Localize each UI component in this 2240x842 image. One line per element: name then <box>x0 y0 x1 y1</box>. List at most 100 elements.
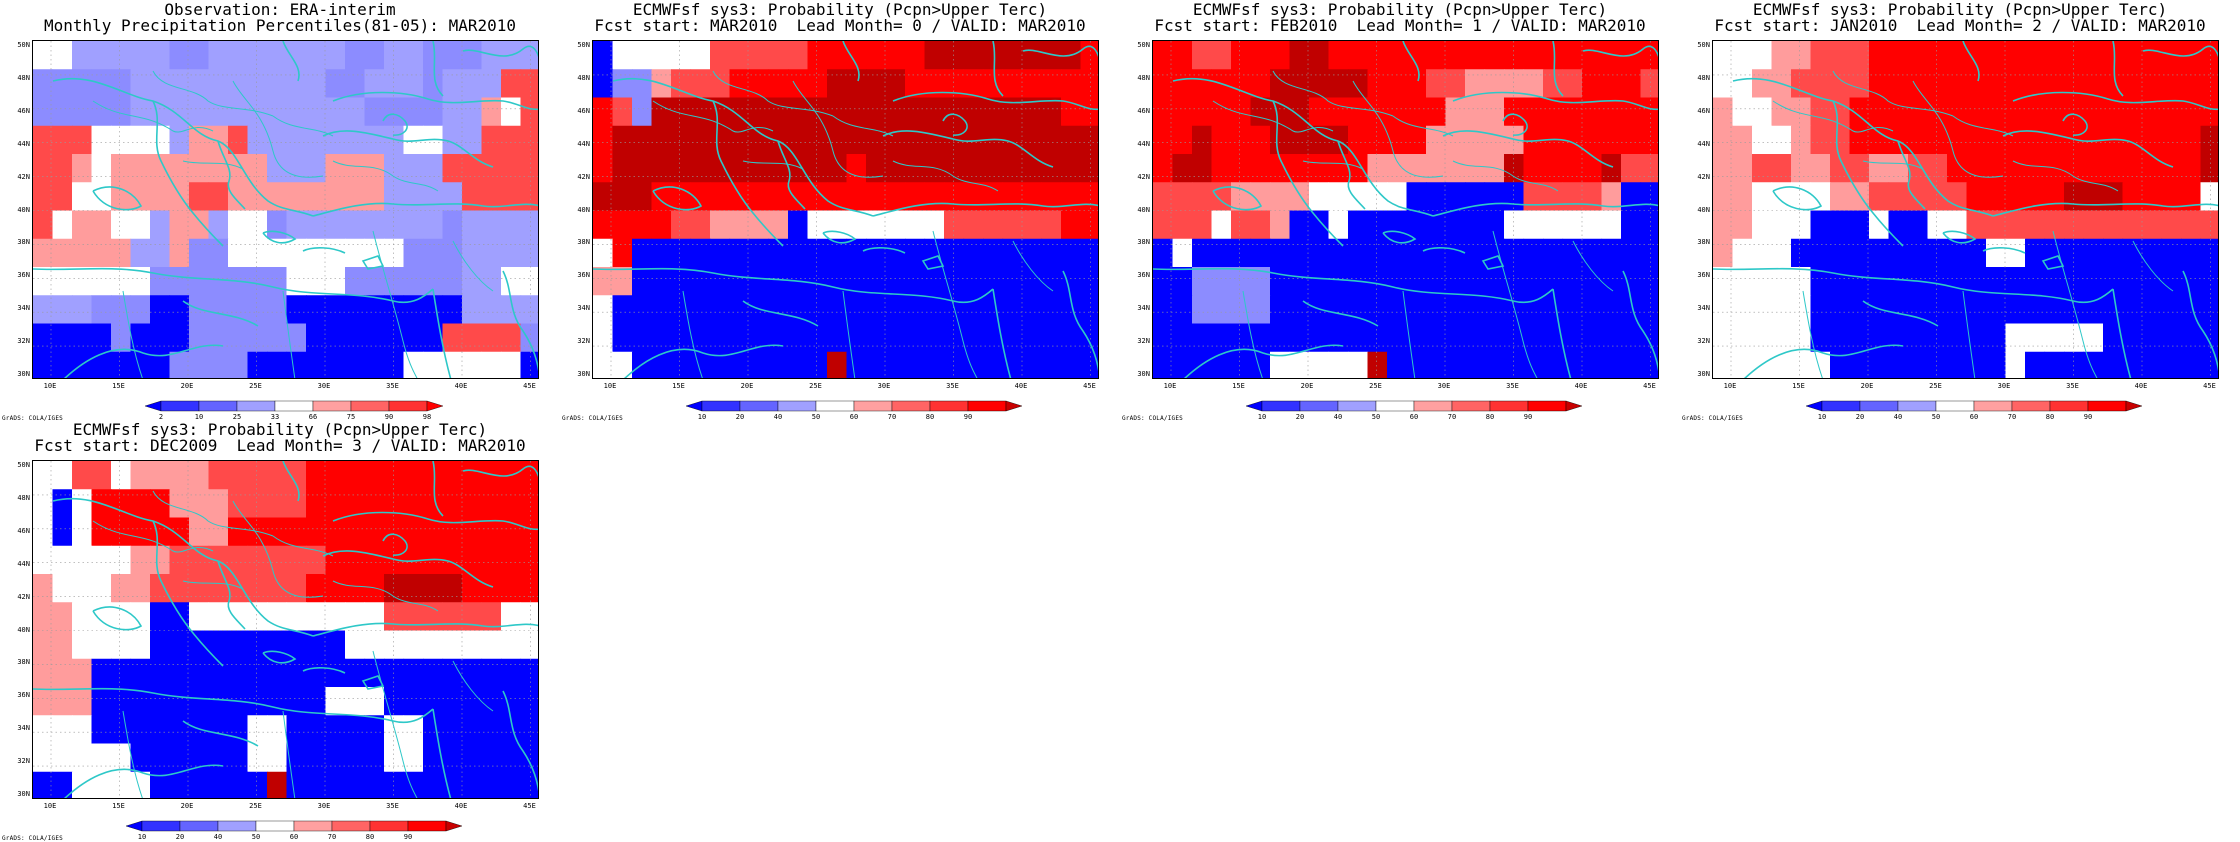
grid-cell <box>885 295 906 325</box>
grid-cell <box>768 295 789 325</box>
colorbar-swatch <box>217 820 257 832</box>
grid-cell <box>247 715 268 745</box>
grid-cell <box>846 97 867 127</box>
grid-cell <box>403 351 424 378</box>
grid-cell <box>1869 41 1890 70</box>
grid-cell <box>1927 323 1948 353</box>
grid-cell <box>442 41 463 70</box>
coastline <box>1184 344 1344 378</box>
grid-cell <box>1966 238 1987 268</box>
grid-cell <box>1908 323 1929 353</box>
grid-cell <box>2064 69 2085 99</box>
grid-cell <box>462 125 483 155</box>
grid-cell <box>1002 41 1023 70</box>
grid-cell <box>1543 295 1564 325</box>
grid-cell <box>788 238 809 268</box>
grid-cell <box>91 295 112 325</box>
grid-cell <box>1041 267 1062 296</box>
grid-cell <box>768 125 789 155</box>
longitude-label: 20E <box>1860 382 1874 390</box>
grid-cell <box>1869 351 1890 378</box>
grid-cell <box>111 545 132 575</box>
grid-cell <box>1231 182 1252 212</box>
grid-cell <box>671 154 692 183</box>
grid-cell <box>593 351 614 378</box>
grid-cell <box>1732 154 1753 183</box>
grid-cell <box>130 125 151 155</box>
grid-cell <box>442 574 463 603</box>
grid-cell <box>1986 210 2007 240</box>
colorbar-swatch <box>1489 400 1529 412</box>
grid-cell <box>247 295 268 325</box>
grid-cell <box>1621 267 1642 296</box>
grid-cell <box>91 517 112 547</box>
longitude-label: 15E <box>112 382 125 390</box>
grid-cell <box>150 771 171 798</box>
grid-cell <box>2161 182 2182 212</box>
grid-cell <box>1002 182 1023 212</box>
grid-cell <box>520 41 538 70</box>
grid-cell <box>1289 210 1310 240</box>
grid-cell <box>807 295 828 325</box>
colorbar-swatch <box>739 400 779 412</box>
grid-cell <box>267 154 288 183</box>
grid-cell <box>866 41 887 70</box>
grid-cell <box>111 97 132 127</box>
grid-cell <box>1849 210 1870 240</box>
grid-cell <box>1153 238 1174 268</box>
country-border <box>1832 70 1954 117</box>
grid-cell <box>788 210 809 240</box>
grid-cell <box>1752 210 1773 240</box>
coastline <box>1713 267 2114 304</box>
grads-credit: GrADS: COLA/IGES <box>1122 415 1183 422</box>
grid-cell <box>1445 323 1466 353</box>
grid-cell <box>481 182 502 212</box>
grid-cell <box>1367 351 1388 378</box>
grid-cell <box>749 182 770 212</box>
grid-cell <box>1732 41 1753 70</box>
colorbar-label: 70 <box>2007 413 2017 421</box>
grid-cell <box>208 517 229 547</box>
country-border <box>152 70 274 117</box>
colorbar-swatch <box>777 400 817 412</box>
grid-cell <box>247 602 268 632</box>
grid-cell <box>2161 154 2182 183</box>
grid-cell <box>749 154 770 183</box>
colorbar-label: 50 <box>811 413 821 421</box>
grid-cell <box>632 69 653 99</box>
country-border <box>652 100 774 133</box>
country-border <box>332 580 439 612</box>
grid-cell <box>91 125 112 155</box>
grid-cell <box>520 687 538 716</box>
coastline <box>432 708 452 798</box>
grid-cell <box>150 323 171 353</box>
grid-cell <box>612 125 633 155</box>
grid-cell <box>807 351 828 378</box>
grid-cell <box>1192 125 1213 155</box>
grid-cell <box>1211 295 1232 325</box>
grid-cell <box>671 210 692 240</box>
grid-cell <box>1752 295 1773 325</box>
coastline <box>152 520 224 667</box>
latitude-label: 38N <box>577 238 590 247</box>
grid-cell <box>1289 267 1310 296</box>
grid-cell <box>267 602 288 632</box>
grid-cell <box>423 630 444 660</box>
grid-cell <box>2103 154 2124 183</box>
grid-cell <box>1849 41 1870 70</box>
colorbar-label: 98 <box>422 413 432 421</box>
grid-cell <box>130 154 151 183</box>
grid-cell <box>1504 154 1525 183</box>
grid-cell <box>403 238 424 268</box>
coastline <box>712 100 784 247</box>
grid-cell <box>91 210 112 240</box>
grid-cell <box>423 182 444 212</box>
grid-cell <box>1080 182 1098 212</box>
grid-cell <box>983 323 1004 353</box>
grid-cell <box>247 69 268 99</box>
grid-cell <box>612 295 633 325</box>
latitude-label: 44N <box>17 139 30 148</box>
grid-cell <box>1791 238 1812 268</box>
grid-cell <box>1211 351 1232 378</box>
grid-cell <box>1153 295 1174 325</box>
